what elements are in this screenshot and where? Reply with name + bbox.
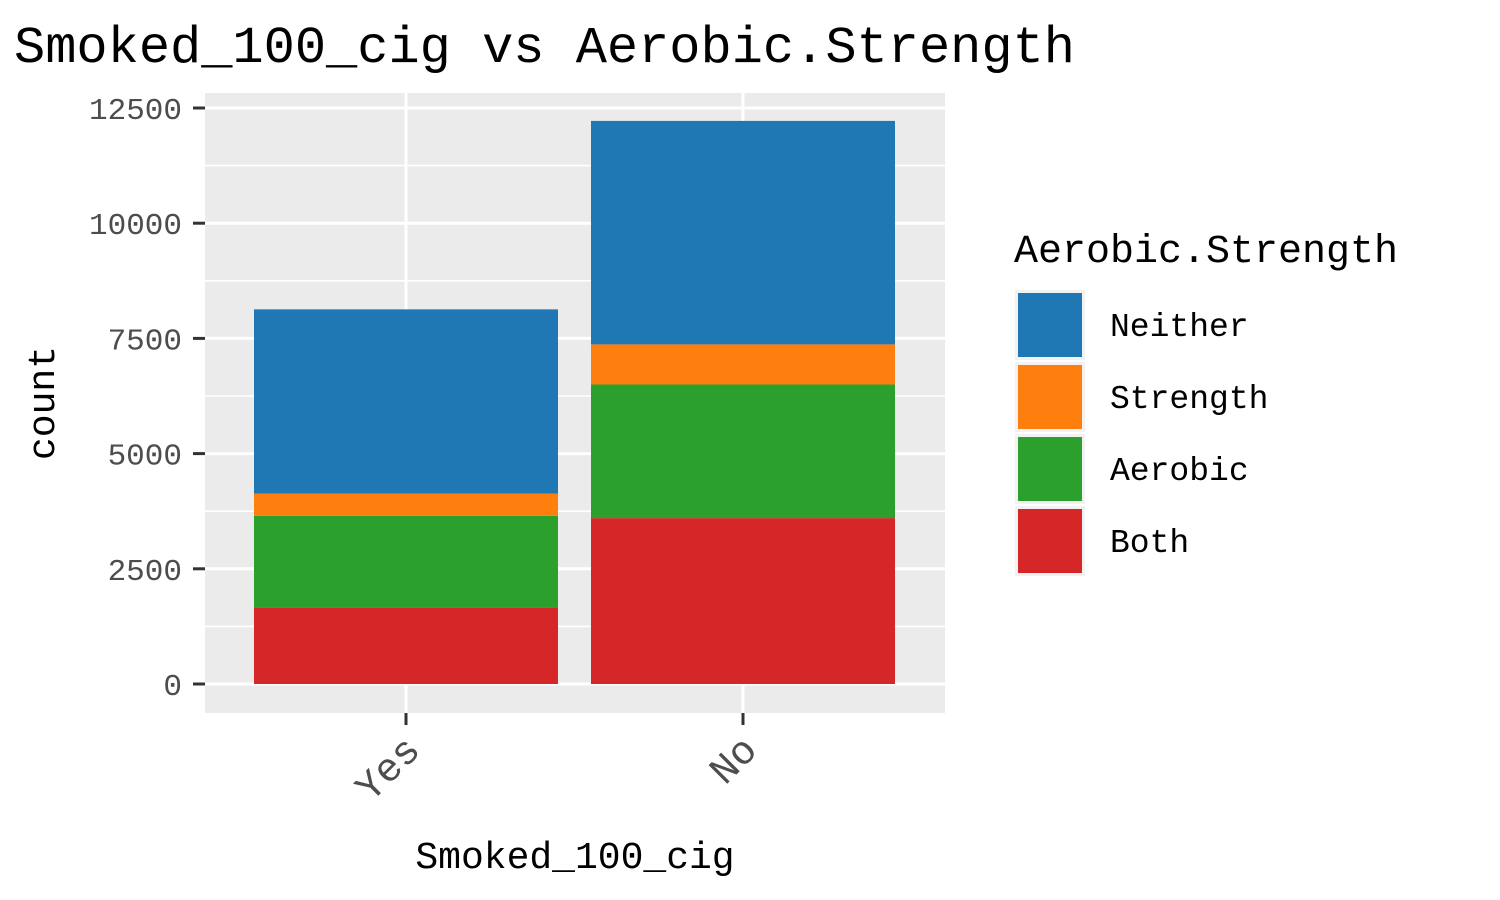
legend-swatch-strength xyxy=(1018,365,1082,429)
legend-swatch-neither xyxy=(1018,293,1082,357)
bar-segment-both-yes xyxy=(254,607,558,684)
y-tick-label: 12500 xyxy=(89,94,182,129)
x-axis: Yes No xyxy=(348,713,768,812)
x-tick-label: No xyxy=(702,729,768,795)
bar-segment-neither-yes xyxy=(254,309,558,494)
legend-swatch-aerobic xyxy=(1018,437,1082,501)
x-axis-label: Smoked_100_cig xyxy=(415,837,734,880)
legend-title: Aerobic.Strength xyxy=(1014,230,1398,275)
legend-label-aerobic: Aerobic xyxy=(1110,453,1249,490)
legend-label-strength: Strength xyxy=(1110,381,1268,418)
y-axis-label: count xyxy=(23,346,66,460)
x-tick-label: Yes xyxy=(348,729,431,812)
bar-segment-neither-no xyxy=(591,120,895,345)
chart-title: Smoked_100_cig vs Aerobic.Strength xyxy=(14,19,1075,78)
y-tick-label: 0 xyxy=(163,670,182,705)
y-tick-label: 7500 xyxy=(108,324,182,359)
y-tick-label: 10000 xyxy=(89,209,182,244)
legend: Aerobic.Strength Neither Strength Aerobic B… xyxy=(1014,230,1398,576)
bar-segment-both-no xyxy=(591,518,895,684)
bar-segment-strength-no xyxy=(591,344,895,385)
y-axis: 0 2500 5000 7500 10000 12500 xyxy=(89,94,205,705)
y-tick-label: 2500 xyxy=(108,555,182,590)
bar-segment-aerobic-yes xyxy=(254,515,558,608)
legend-label-both: Both xyxy=(1110,525,1189,562)
y-tick-label: 5000 xyxy=(108,440,182,475)
legend-label-neither: Neither xyxy=(1110,309,1249,346)
bars xyxy=(254,120,895,684)
legend-swatch-both xyxy=(1018,509,1082,573)
bar-segment-strength-yes xyxy=(254,493,558,516)
bar-segment-aerobic-no xyxy=(591,384,895,519)
